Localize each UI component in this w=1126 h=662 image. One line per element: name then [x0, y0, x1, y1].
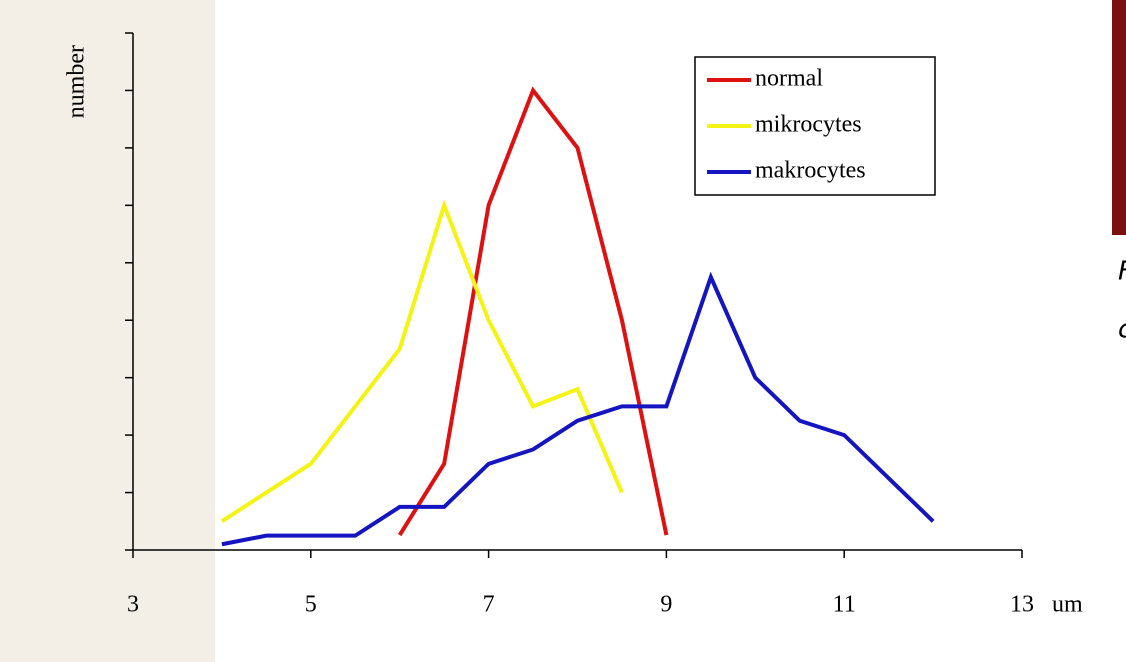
x-axis-unit: um: [1052, 592, 1083, 618]
x-tick-label: 9: [660, 592, 672, 618]
x-tick-label: 13: [1010, 592, 1034, 618]
legend-label: mikrocytes: [755, 112, 862, 138]
y-axis-label: number: [64, 45, 90, 118]
x-tick-label: 3: [127, 592, 139, 618]
x-tick-label: 5: [305, 592, 317, 618]
caption-fragment: c: [1118, 315, 1126, 345]
series-line: [398, 86, 669, 537]
series-line: [221, 271, 935, 547]
series-line: [220, 199, 624, 523]
decor-strip: [0, 0, 215, 662]
legend-label: makrocytes: [755, 158, 866, 184]
x-tick-label: 7: [483, 592, 495, 618]
photo: [1112, 0, 1126, 235]
legend-label: normal: [755, 66, 823, 92]
x-tick-label: 11: [833, 592, 856, 618]
caption-fragment: F: [1118, 257, 1126, 287]
